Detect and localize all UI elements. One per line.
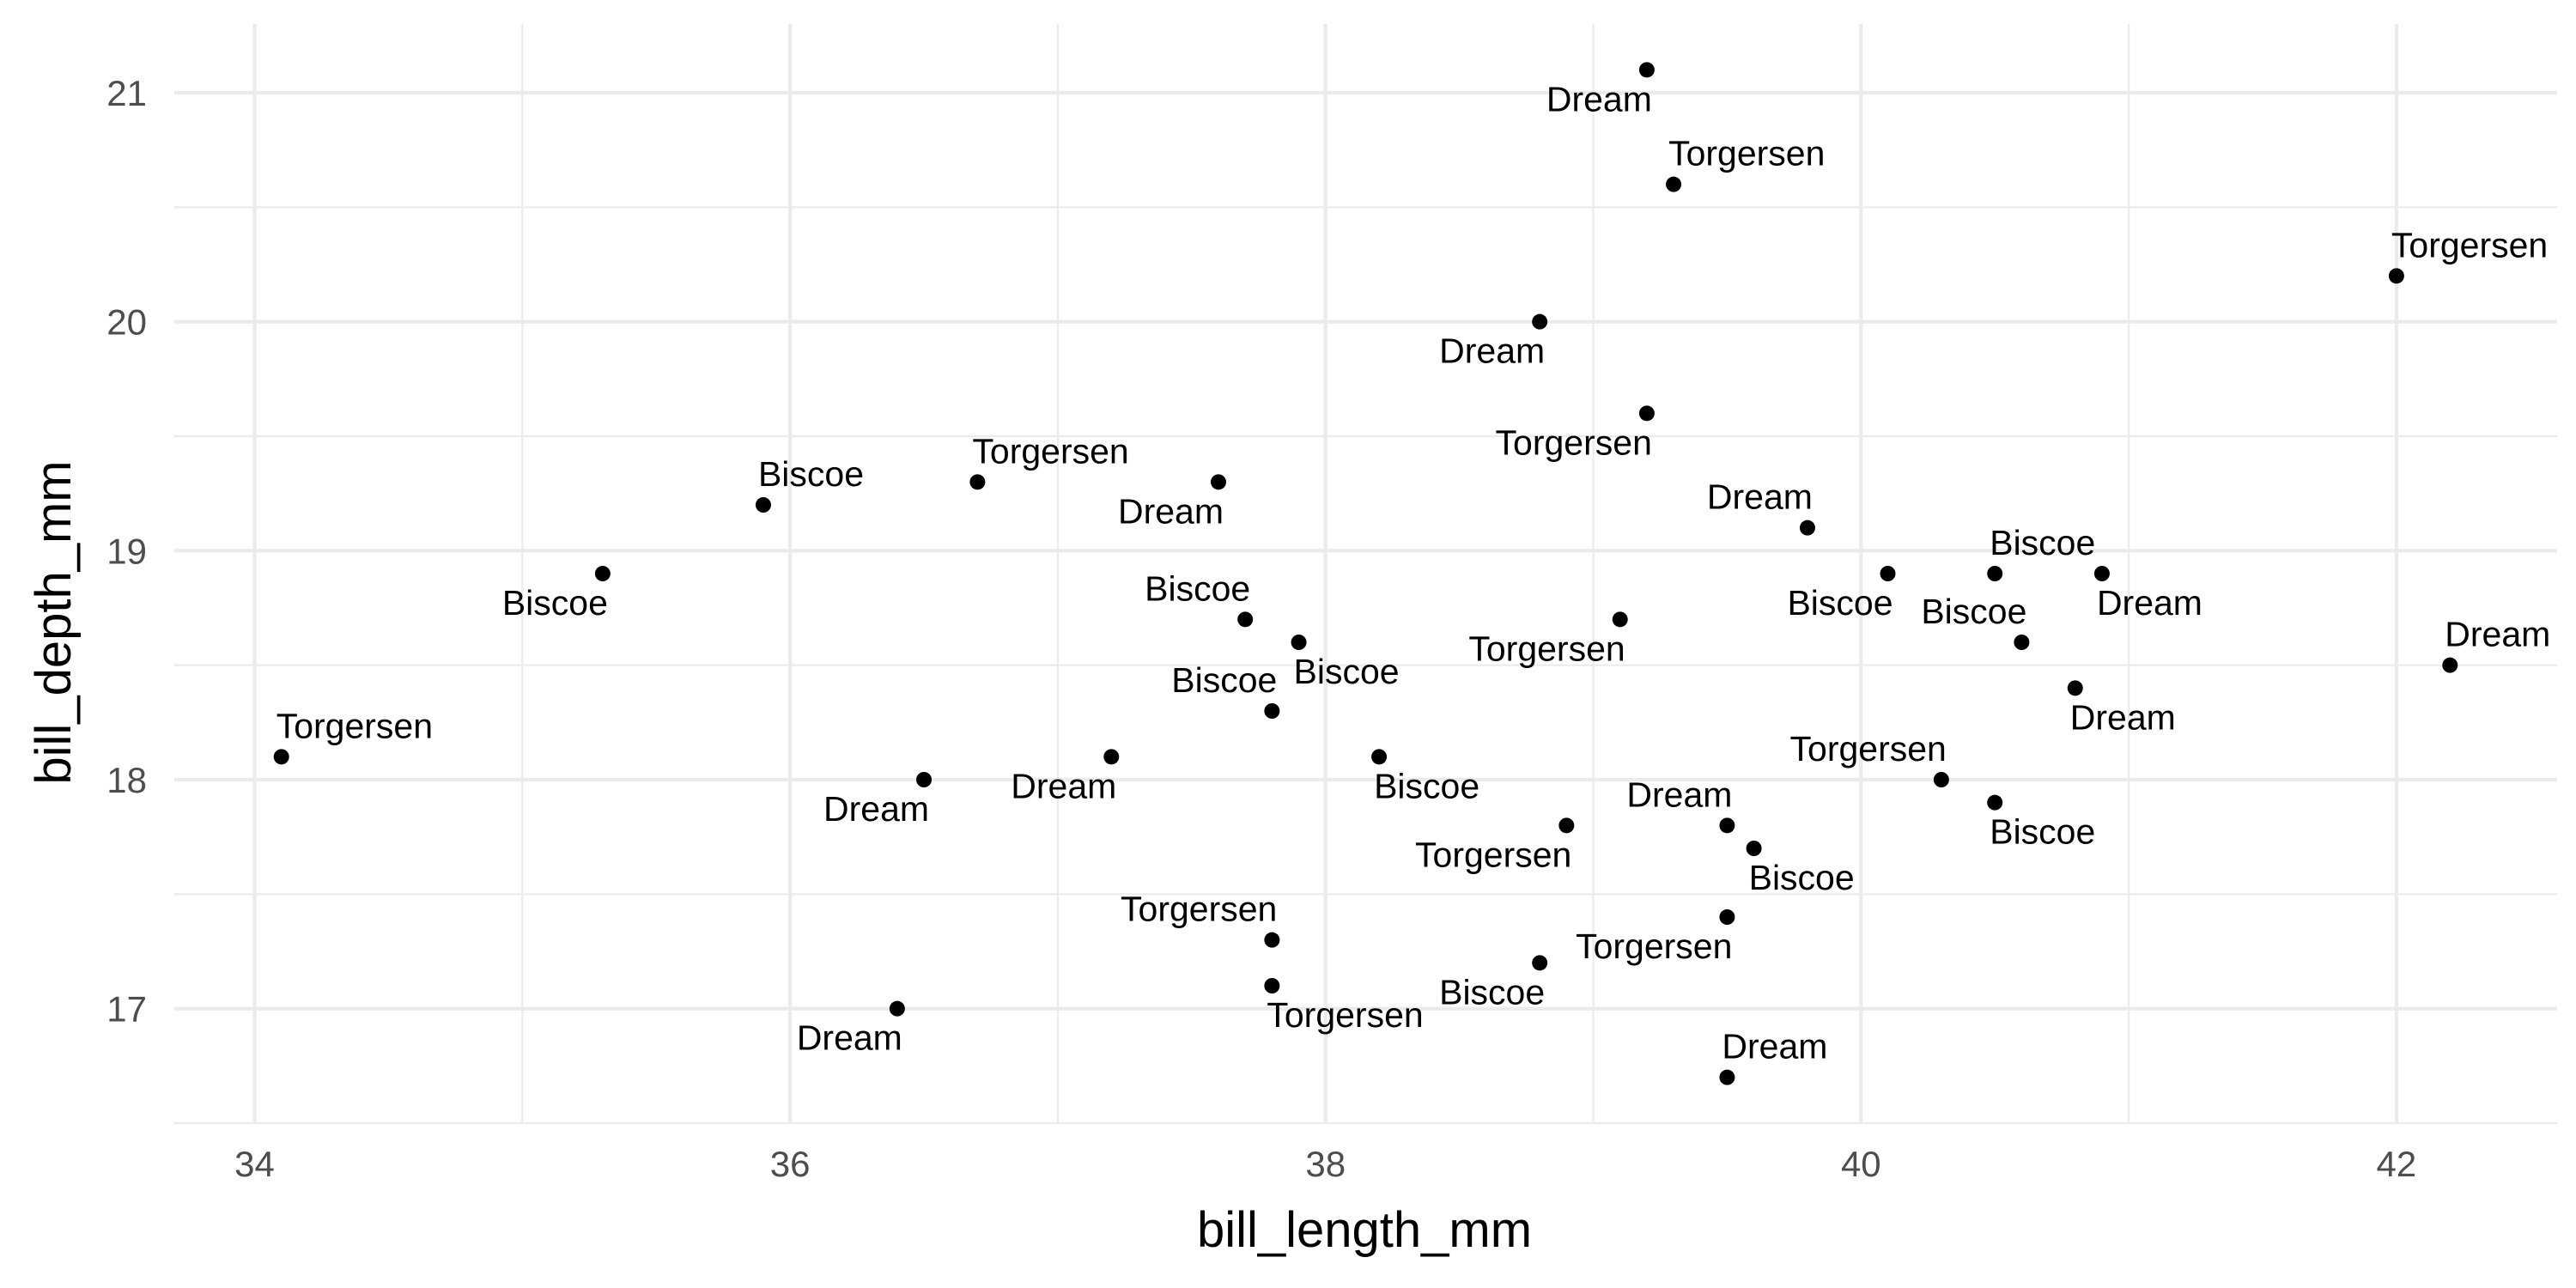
- point-label: Dream: [797, 1018, 902, 1058]
- point-label: Torgersen: [1668, 134, 1825, 173]
- data-point: [2093, 566, 2110, 581]
- point-label: Torgersen: [1415, 835, 1571, 874]
- data-point: [1880, 566, 1896, 581]
- point-label: Biscoe: [502, 583, 608, 623]
- data-point: [2067, 680, 2083, 696]
- point-label: Biscoe: [1749, 858, 1855, 897]
- x-axis-tick-labels: 34 36 38 40 42: [234, 1144, 2416, 1184]
- point-label: Dream: [2445, 615, 2550, 654]
- data-point: [2442, 657, 2458, 673]
- point-label: Dream: [1707, 477, 1813, 517]
- point-label: Biscoe: [1787, 583, 1893, 623]
- point-label: Dream: [2097, 583, 2202, 623]
- data-point: [1933, 772, 1949, 787]
- data-point: [889, 1000, 905, 1017]
- point-label: Dream: [1626, 775, 1732, 814]
- point-label: Dream: [1722, 1027, 1827, 1066]
- data-point: [1612, 611, 1628, 628]
- data-point: [916, 772, 933, 787]
- grid: [174, 24, 2557, 1125]
- point-label: Biscoe: [1439, 972, 1545, 1012]
- data-point: [1532, 313, 1548, 330]
- point-label: Dream: [1011, 766, 1116, 805]
- x-tick-label: 34: [234, 1144, 275, 1184]
- data-point: [1719, 1069, 1735, 1085]
- data-point: [1638, 405, 1655, 422]
- data-point: [1558, 817, 1575, 834]
- y-tick-label: 17: [106, 989, 147, 1030]
- point-label: Dream: [1118, 491, 1224, 531]
- point-label: Dream: [1439, 331, 1545, 371]
- point-label: Torgersen: [1790, 729, 1947, 769]
- y-tick-label: 20: [106, 302, 147, 343]
- point-label: Biscoe: [1990, 812, 2095, 852]
- point-label: Biscoe: [1171, 660, 1277, 700]
- data-point: [1719, 909, 1735, 925]
- point-label: Torgersen: [1267, 995, 1423, 1035]
- data-points: [273, 62, 2458, 1085]
- data-point: [1987, 794, 2003, 811]
- y-tick-label: 18: [106, 760, 147, 800]
- point-label: Dream: [1546, 79, 1652, 118]
- point-label: Biscoe: [1145, 568, 1250, 608]
- point-label: Torgersen: [1496, 422, 1652, 462]
- data-point: [1211, 474, 1227, 490]
- x-axis-title: bill_length_mm: [1197, 1202, 1532, 1258]
- point-label: Torgersen: [1576, 927, 1732, 966]
- point-label: Torgersen: [2391, 225, 2548, 264]
- y-axis-title: bill_depth_mm: [26, 460, 82, 784]
- data-point: [1746, 841, 1762, 856]
- data-point-labels: Dream Torgersen Torgersen Dream Torgersen Bis…: [276, 79, 2551, 1066]
- point-label: Biscoe: [758, 454, 864, 494]
- y-axis-tick-labels: 17 18 19 20 21: [106, 73, 147, 1030]
- point-label: Torgersen: [1121, 890, 1277, 929]
- point-label: Torgersen: [1468, 629, 1625, 668]
- data-point: [1666, 176, 1682, 192]
- data-point: [1264, 978, 1280, 993]
- point-label: Dream: [2070, 697, 2176, 737]
- data-point: [594, 566, 611, 581]
- data-point: [273, 749, 289, 765]
- point-label: Biscoe: [1921, 592, 2026, 631]
- x-tick-label: 36: [770, 1144, 811, 1184]
- data-point: [1987, 566, 2003, 581]
- x-tick-label: 38: [1305, 1144, 1346, 1184]
- x-tick-label: 40: [1841, 1144, 1881, 1184]
- x-tick-label: 42: [2377, 1144, 2417, 1184]
- point-label: Torgersen: [972, 431, 1128, 471]
- data-point: [1638, 62, 1655, 78]
- point-label: Torgersen: [276, 706, 433, 745]
- y-tick-label: 19: [106, 531, 147, 571]
- data-point: [1719, 817, 1735, 834]
- data-point: [1264, 932, 1280, 948]
- data-point: [1371, 749, 1388, 765]
- data-point: [1291, 635, 1307, 650]
- data-point: [1103, 749, 1120, 765]
- point-label: Dream: [823, 789, 929, 829]
- data-point: [1237, 611, 1254, 628]
- data-point: [2388, 268, 2404, 284]
- data-point: [2014, 635, 2030, 650]
- data-point: [1264, 703, 1280, 719]
- point-label: Biscoe: [1294, 652, 1400, 691]
- point-label: Biscoe: [1374, 766, 1479, 805]
- data-point: [1799, 519, 1815, 536]
- data-point: [755, 497, 771, 513]
- data-point: [1532, 955, 1548, 971]
- point-label: Biscoe: [1990, 523, 2095, 562]
- data-point: [969, 474, 986, 490]
- y-tick-label: 21: [106, 73, 147, 113]
